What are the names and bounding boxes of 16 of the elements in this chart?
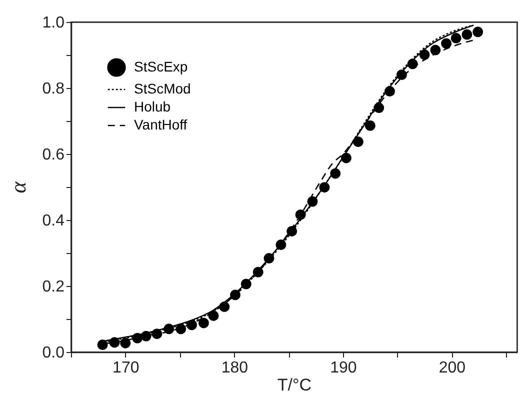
x-axis-title: T/°C <box>277 376 312 394</box>
y-axis-title: α <box>5 181 30 194</box>
x-tick-label: 190 <box>330 360 357 376</box>
y-tick-label: 0.4 <box>42 212 65 230</box>
x-tick-label: 200 <box>438 360 466 376</box>
y-tick-label: 0.2 <box>42 278 65 296</box>
y-tick-label: 0.8 <box>42 80 65 98</box>
legend-label: VantHoff <box>134 116 188 132</box>
y-tick-label: 0.6 <box>42 146 65 164</box>
legend-label: StScExp <box>134 58 188 74</box>
y-tick-label: 0.0 <box>42 344 65 362</box>
legend-label: Holub <box>134 98 171 114</box>
x-tick-label: 180 <box>221 360 248 376</box>
y-tick-label: 1.0 <box>42 14 65 32</box>
x-tick-label: 170 <box>112 360 140 376</box>
legend-label: StScMod <box>134 80 191 96</box>
